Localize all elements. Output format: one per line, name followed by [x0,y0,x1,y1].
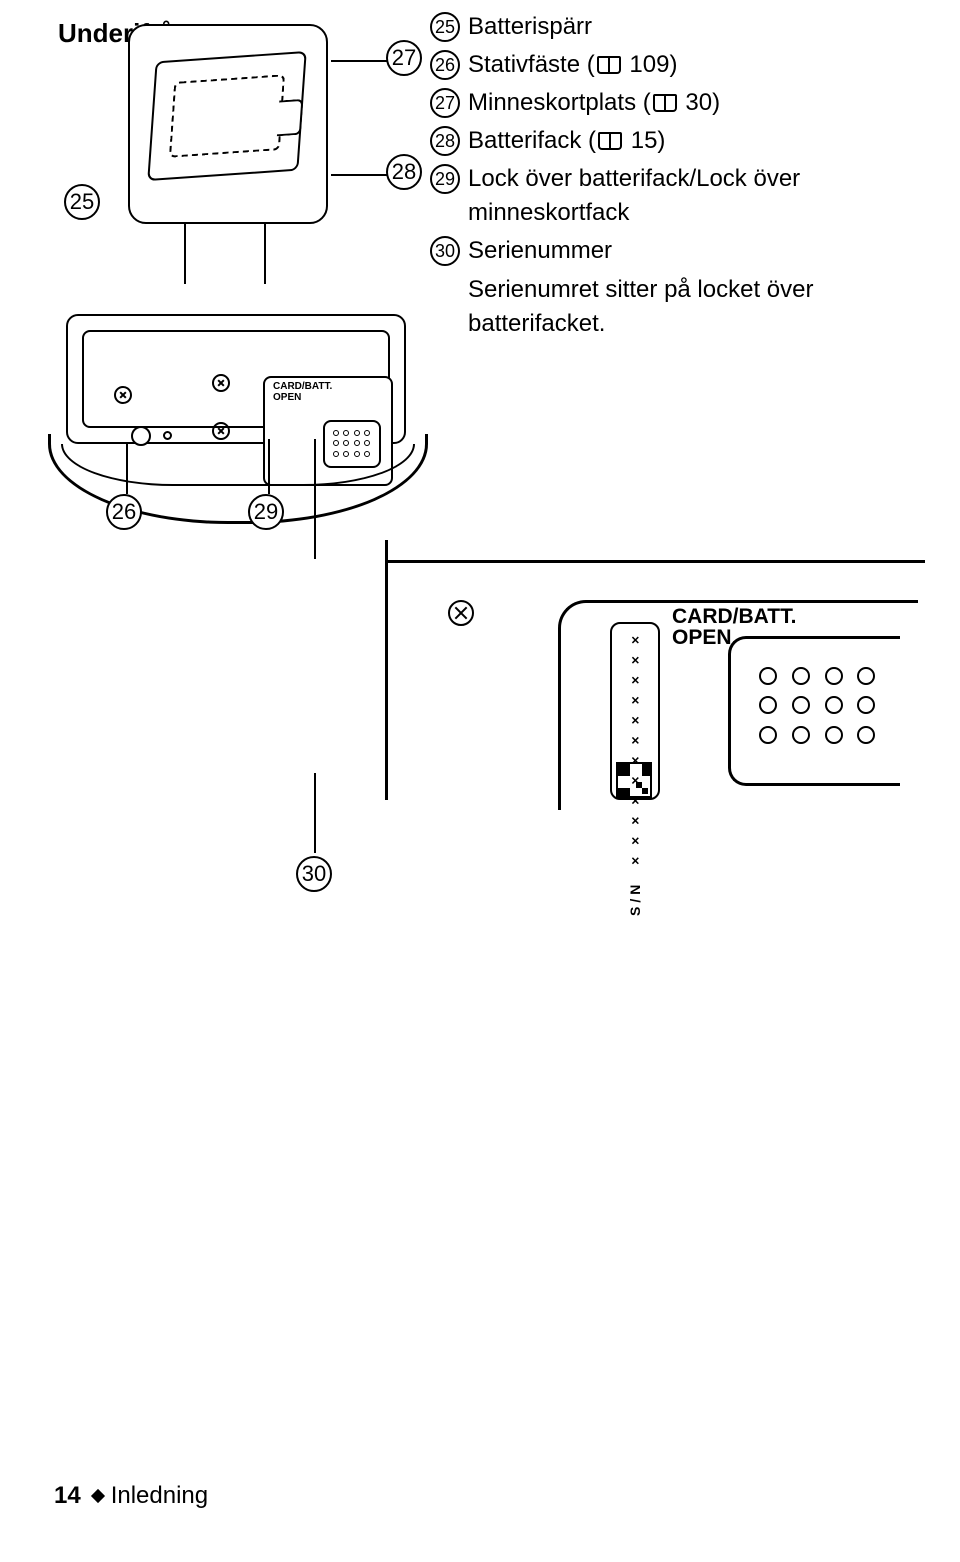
screw-icon [448,600,474,626]
item-text-part: Minneskortplats ( [468,89,651,116]
callout-28: 28 [386,154,422,190]
item-text: Batterispärr [468,10,592,44]
device-body: CARD/BATT. OPEN [66,314,406,444]
diagram-serial-panel: CARD/BATT. OPEN S/N × × × × × × × × × × … [385,520,925,840]
list-item: 29 Lock över batterifack/Lock över minne… [430,162,920,230]
hand-strap [48,434,428,524]
item-text-part: ) [669,51,677,78]
item-number: 28 [430,126,460,156]
cover-grip-large [728,636,900,786]
leader-line [331,60,387,62]
cover-label: CARD/BATT. OPEN [273,382,332,403]
screw-icon [114,386,132,404]
callout-25: 25 [64,184,100,220]
item-text: Batterifack ( 15) [468,124,665,158]
list-item: 28 Batterifack ( 15) [430,124,920,158]
slot-latch [277,99,304,137]
slot-outline [147,51,307,181]
sn-prefix: S/N [627,880,643,915]
item-number: 26 [430,50,460,80]
screw-icon [212,374,230,392]
parts-list: 25 Batterispärr 26 Stativfäste ( 109) 27… [430,10,920,341]
book-icon [597,56,621,74]
page-footer: 14 Inledning [54,1482,208,1510]
list-item: 26 Stativfäste ( 109) [430,48,920,82]
callout-27: 27 [386,40,422,76]
leader-line [314,439,316,559]
item-text-part: ) [657,127,665,154]
sn-value: × × × × × × × × × × × × [627,632,643,865]
qr-code-icon [616,762,652,798]
item-text: Stativfäste ( 109) [468,48,677,82]
leader-line [268,439,270,494]
callout-30: 30 [296,856,332,892]
grip-dots [759,667,890,755]
leader-line [314,773,316,853]
item-text-part: ) [712,89,720,116]
leader-line [126,444,128,494]
panel-edge [388,560,925,563]
item-text-part: Batterifack ( [468,127,596,154]
item-text-part: Stativfäste ( [468,51,595,78]
slot-dashed [169,74,285,157]
callout-26: 26 [106,494,142,530]
diamond-icon [91,1489,105,1503]
list-item: 25 Batterispärr [430,10,920,44]
section-name: Inledning [111,1482,208,1509]
page-number: 14 [54,1482,81,1509]
item-text: Serienummer [468,234,612,268]
diagram-top-view: CARD/BATT. OPEN 25 26 27 28 29 [56,24,406,524]
item-number: 27 [430,88,460,118]
list-item: 27 Minneskortplats ( 30) [430,86,920,120]
list-item: 30 Serienummer [430,234,920,268]
callout-29: 29 [248,494,284,530]
item-number: 30 [430,236,460,266]
page-ref: 109 [629,51,669,78]
leader-line [331,174,387,176]
book-icon [598,132,622,150]
book-icon [653,94,677,112]
panel-outer: CARD/BATT. OPEN S/N × × × × × × × × × × … [385,540,925,800]
item-number: 29 [430,164,460,194]
item-text: Lock över batterifack/Lock över minnesko… [468,162,920,230]
page-ref: 15 [631,127,658,154]
inset-slot-detail [128,24,328,224]
page-ref: 30 [685,89,712,116]
item-text: Minneskortplats ( 30) [468,86,720,120]
item-subtext: Serienumret sitter på locket över batter… [468,273,920,341]
item-number: 25 [430,12,460,42]
